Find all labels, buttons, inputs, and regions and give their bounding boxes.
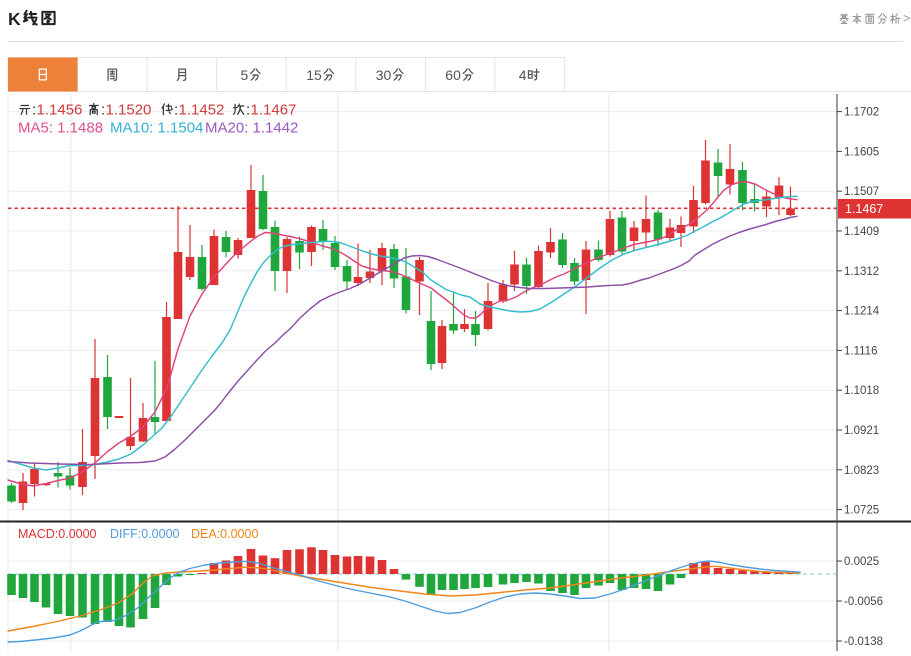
svg-text:MA10: 1.1504: MA10: 1.1504	[110, 120, 203, 137]
svg-text::: :	[32, 102, 36, 119]
svg-text:1.1605: 1.1605	[844, 146, 879, 158]
svg-text:4: 4	[519, 67, 527, 83]
svg-text:1.0823: 1.0823	[844, 465, 879, 477]
svg-text:1.1018: 1.1018	[844, 385, 879, 397]
svg-text:1.1116: 1.1116	[844, 345, 877, 357]
svg-text:1.1702: 1.1702	[844, 107, 879, 119]
svg-text::: :	[246, 102, 250, 119]
svg-text::: :	[101, 102, 105, 119]
svg-text:-0.0056: -0.0056	[844, 596, 883, 608]
svg-text:K: K	[8, 9, 21, 29]
svg-text:1.1467: 1.1467	[251, 102, 297, 119]
svg-text:DIFF:0.0000: DIFF:0.0000	[110, 527, 180, 541]
svg-text:1.1467: 1.1467	[845, 202, 883, 216]
svg-text:1.1520: 1.1520	[106, 102, 152, 119]
svg-text:1.0921: 1.0921	[844, 425, 879, 437]
svg-text:15: 15	[306, 67, 322, 83]
svg-text:MA20: 1.1442: MA20: 1.1442	[205, 120, 298, 137]
svg-text:1.1456: 1.1456	[37, 102, 83, 119]
svg-text:1.1312: 1.1312	[844, 266, 879, 278]
svg-text:DEA:0.0000: DEA:0.0000	[191, 527, 258, 541]
svg-text:0.0025: 0.0025	[844, 556, 879, 568]
svg-text:1.1452: 1.1452	[179, 102, 225, 119]
svg-text:5: 5	[241, 67, 249, 83]
svg-text:1.0725: 1.0725	[844, 505, 879, 517]
svg-text:MA5: 1.1488: MA5: 1.1488	[18, 120, 103, 137]
svg-text:1.1409: 1.1409	[844, 226, 879, 238]
svg-text:30: 30	[376, 67, 392, 83]
svg-text:MACD:0.0000: MACD:0.0000	[18, 527, 97, 541]
svg-text:60: 60	[445, 67, 461, 83]
svg-text:>: >	[903, 12, 910, 26]
svg-text::: :	[174, 102, 178, 119]
svg-text:1.1214: 1.1214	[844, 306, 880, 318]
svg-text:1.1507: 1.1507	[844, 186, 879, 198]
svg-text:-0.0138: -0.0138	[844, 636, 883, 648]
